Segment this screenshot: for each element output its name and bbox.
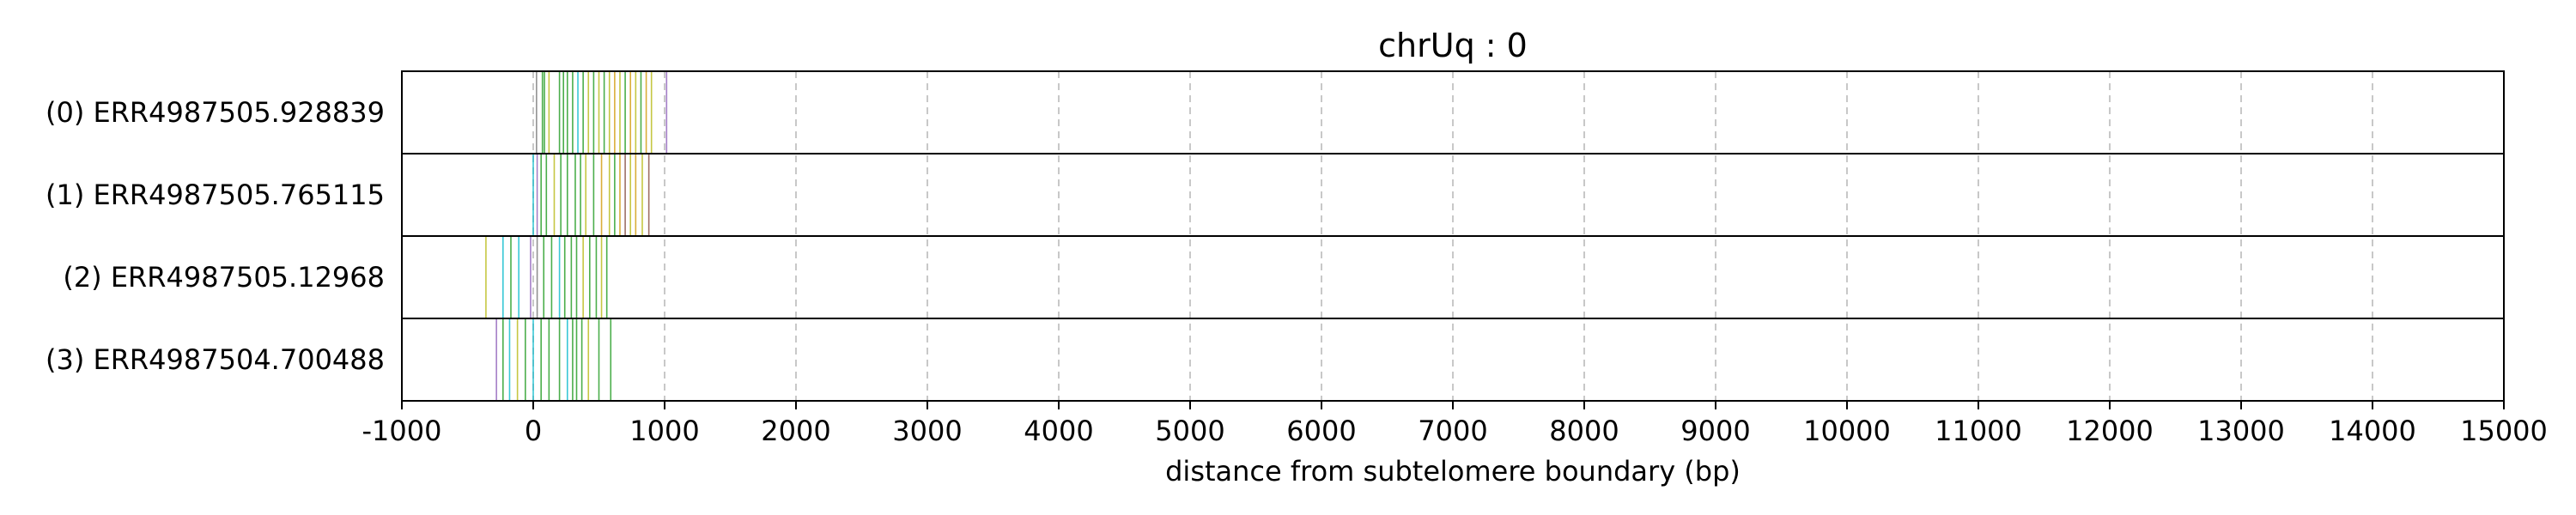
x-tick-label: 12000 [2066, 415, 2154, 447]
x-tick-label: 5000 [1155, 415, 1224, 447]
x-tick-label: 2000 [761, 415, 830, 447]
grid [532, 71, 2373, 401]
row-labels: (0) ERR4987505.928839 (1) ERR4987505.7651… [46, 96, 385, 376]
x-tick-label: 7000 [1418, 415, 1487, 447]
row-label: (0) ERR4987505.928839 [46, 96, 385, 129]
x-tick-label: 0 [525, 415, 542, 447]
row-label: (2) ERR4987505.12968 [63, 261, 385, 294]
x-tick-label: 11000 [1935, 415, 2022, 447]
x-tick-label: 3000 [892, 415, 962, 447]
x-axis-label: distance from subtelomere boundary (bp) [1165, 455, 1741, 488]
x-tick-label: 6000 [1286, 415, 1356, 447]
row-label: (3) ERR4987504.700488 [46, 343, 385, 376]
x-tick-label: 1000 [629, 415, 699, 447]
events [485, 71, 668, 401]
x-axis-ticks: -1000 0 1000 2000 3000 4000 5000 6000 7000 8000 90… [362, 401, 2548, 447]
x-tick-label: 10000 [1803, 415, 1891, 447]
chart-title: chrUq : 0 [1378, 27, 1528, 64]
x-tick-label: 15000 [2460, 415, 2548, 447]
x-tick-label: 8000 [1549, 415, 1619, 447]
x-tick-label: 9000 [1680, 415, 1750, 447]
x-tick-label: 4000 [1024, 415, 1093, 447]
x-tick-label: 13000 [2197, 415, 2285, 447]
x-tick-label: 14000 [2329, 415, 2416, 447]
row-frames [401, 70, 2505, 402]
x-tick-label: -1000 [362, 415, 442, 447]
row-label: (1) ERR4987505.765115 [46, 179, 385, 211]
